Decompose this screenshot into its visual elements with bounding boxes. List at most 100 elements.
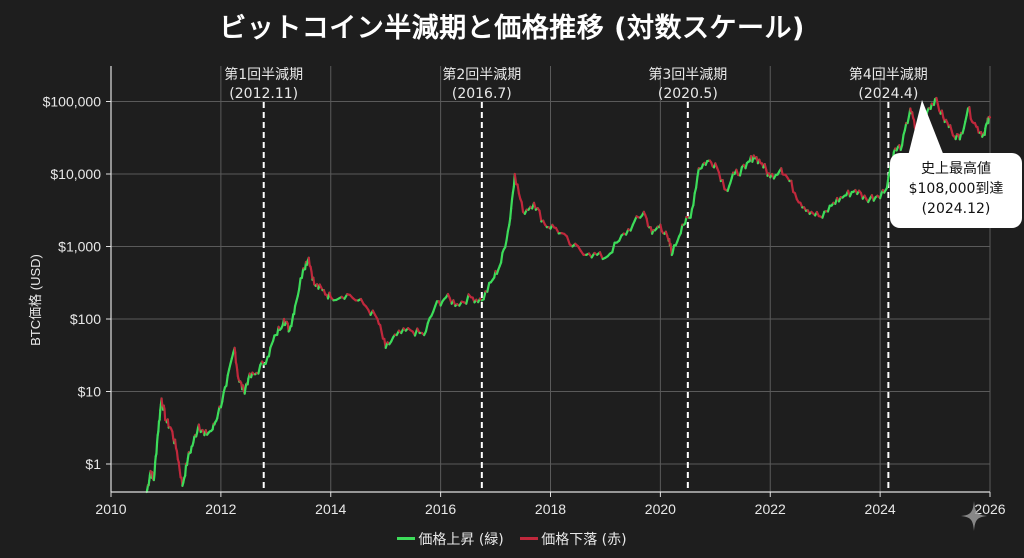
segment-up [184,462,188,477]
legend-item-up: 価格上昇 (緑) [397,529,504,549]
all-time-high-callout: 史上最高値 $108,000到達 (2024.12) [890,153,1022,228]
segment-down [516,183,521,195]
halving-date: (2024.4) [858,86,918,102]
segment-up [264,355,269,365]
callout-pointer [908,100,944,156]
y-tick-label: $1 [85,456,101,472]
x-tick-label: 2014 [315,501,346,517]
segment-down [380,330,385,340]
segment-up [185,457,190,467]
halving-label: 第4回半減期 [849,66,928,83]
halving-label: 第3回半減期 [648,66,727,83]
segment-up [689,207,694,219]
segment-down [520,201,525,214]
segment-up [692,192,696,207]
price-line [145,96,992,494]
legend-swatch-down [520,537,539,540]
segment-down [163,407,167,422]
x-tick-label: 2018 [535,501,566,517]
segment-up [465,293,470,305]
legend-label-up: 価格上昇 (緑) [418,531,504,548]
segment-down [721,179,726,191]
segment-down [538,209,543,223]
segment-up [504,239,508,249]
segment-down [717,171,722,183]
y-tick-label: $100 [70,311,101,327]
segment-up [510,191,515,201]
segment-down [379,323,383,333]
callout-line-3: (2024.12) [921,201,991,217]
callout-line-2: $108,000到達 [908,181,1004,197]
y-tick-label: $1,000 [58,239,101,255]
sparkle-icon [961,501,987,531]
segment-up [486,281,491,293]
segment-up [157,420,161,433]
segment-up [611,241,616,254]
legend: 価格上昇 (緑) 価格下落 (赤) [0,528,1024,549]
segment-down [234,351,237,364]
segment-up [694,175,699,189]
segment-down [645,217,650,228]
halving-date: (2016.7) [452,86,512,102]
halving-date: (2012.11) [229,86,298,102]
y-tick-label: $10,000 [50,166,101,182]
callout-line-1: 史上最高値 [921,161,991,177]
x-axis-ticks: 2010 2012 2014 2016 2018 2020 2022 2024 2026 [95,492,1006,517]
segment-down [175,450,179,461]
x-tick-label: 2026 [974,501,1005,517]
x-tick-label: 2020 [645,501,676,517]
halving-lines: 第1回半減期 (2012.11) 第2回半減期 (2016.7) 第3回半減期 (2020… [224,66,928,492]
segment-up [962,120,967,130]
segment-up [505,230,510,242]
segment-down [513,172,518,186]
segment-up [155,441,159,455]
x-tick-label: 2022 [755,501,786,517]
x-tick-label: 2016 [425,501,456,517]
chart-title: ビットコイン半減期と価格推移 (対数スケール) [219,13,805,44]
segment-up [885,176,890,189]
segment-up [298,277,302,291]
segment-down [171,430,175,440]
legend-label-down: 価格下落 (赤) [541,531,627,548]
segment-up [267,346,272,358]
segment-up [424,322,429,333]
y-tick-label: $10 [78,384,102,400]
legend-swatch-up [397,537,416,540]
segment-down [968,106,972,120]
segment-down [912,118,917,129]
segment-up [738,166,743,177]
segment-up [153,461,157,476]
legend-item-down: 価格下落 (赤) [520,529,627,549]
segment-up [965,107,970,117]
y-axis-label: BTC価格 (USD) [28,254,43,346]
segment-up [293,305,297,316]
segment-down [940,109,945,119]
segment-up [906,115,911,125]
gridlines [110,66,991,492]
segment-up [257,363,262,375]
y-tick-label: $100,000 [43,94,102,110]
segment-down [166,418,170,429]
segment-down [790,179,795,193]
segment-up [683,215,688,225]
y-axis-ticks: $1 $10 $100 $1,000 $10,000 $100,000 [43,94,111,472]
segment-up [900,133,905,147]
segment-down [178,468,182,479]
halving-date: (2020.5) [658,86,718,102]
segment-down [177,461,181,472]
x-tick-label: 2012 [205,501,236,517]
segment-up [158,409,162,421]
segment-up [482,290,487,301]
x-tick-label: 2010 [95,501,126,517]
segment-up [509,207,513,220]
segment-up [296,287,301,298]
segment-up [499,251,504,264]
segment-up [679,223,684,235]
segment-down [307,256,311,267]
segment-up [225,374,229,387]
segment-up [696,167,700,178]
segment-down [598,251,604,261]
segment-down [565,235,571,246]
segment-down [173,438,178,450]
